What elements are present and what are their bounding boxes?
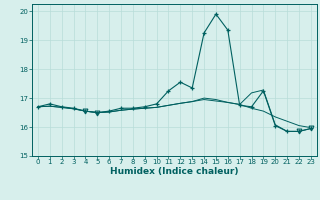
X-axis label: Humidex (Indice chaleur): Humidex (Indice chaleur) — [110, 167, 239, 176]
